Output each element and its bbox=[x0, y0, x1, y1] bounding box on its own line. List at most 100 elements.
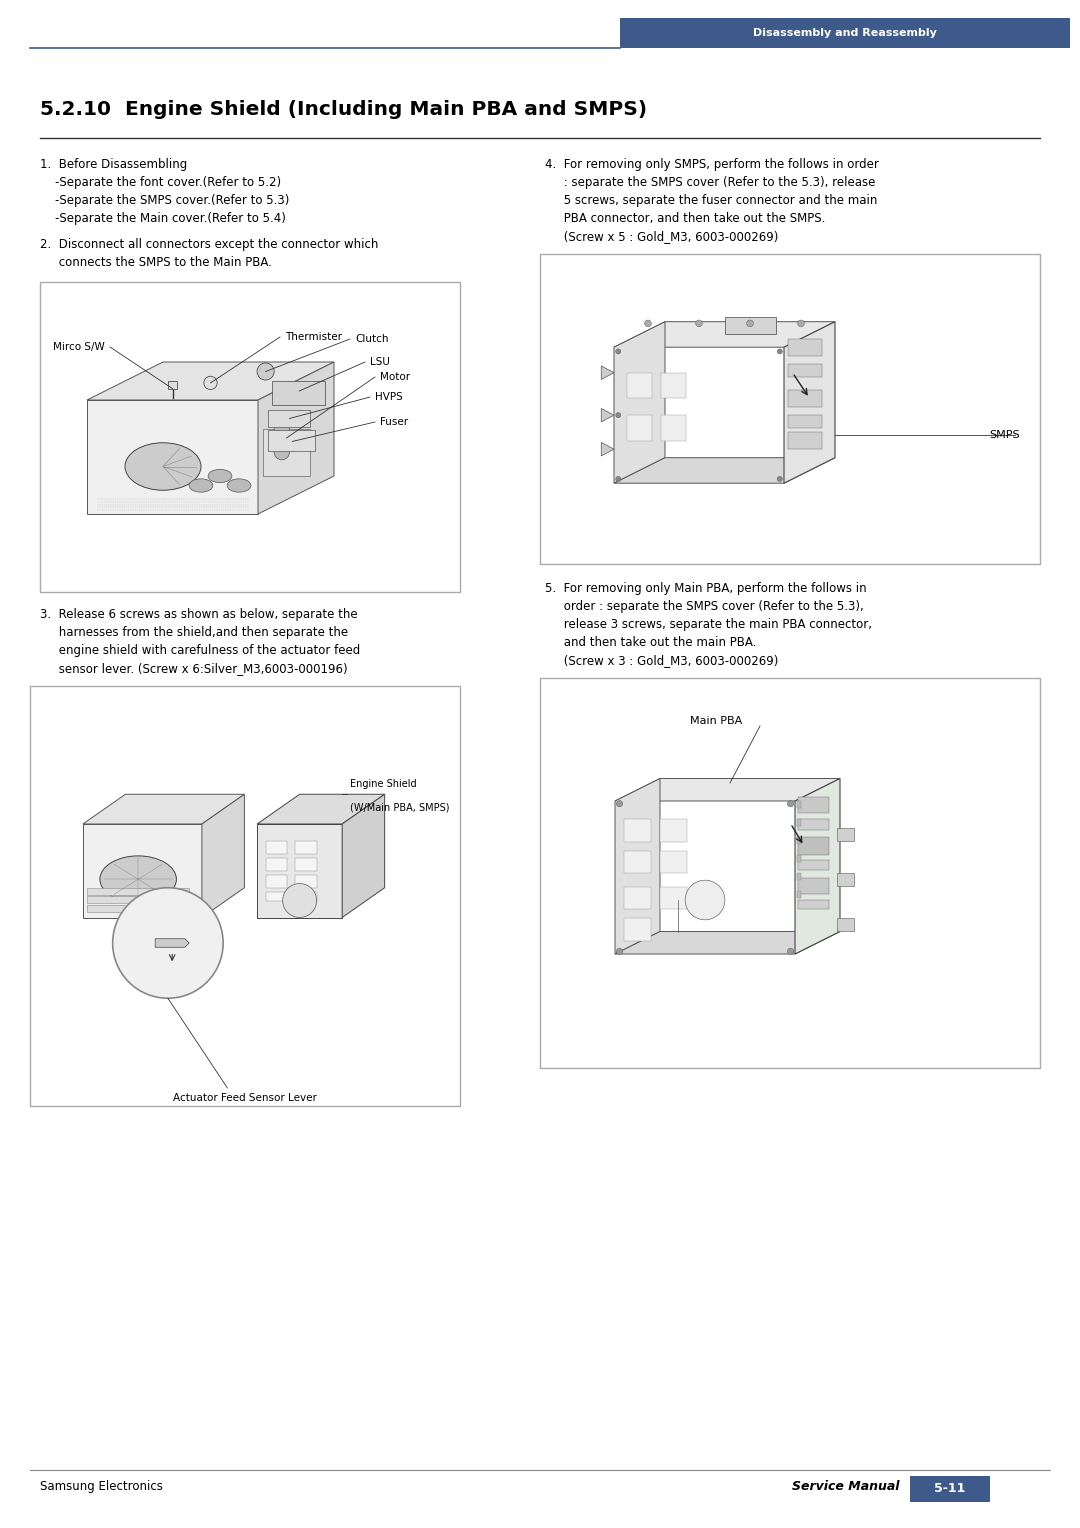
Text: 3.  Release 6 screws as shown as below, separate the: 3. Release 6 screws as shown as below, s… bbox=[40, 608, 357, 620]
Bar bbox=[296, 859, 316, 871]
Text: Disassembly and Reassembly: Disassembly and Reassembly bbox=[753, 28, 937, 38]
Bar bbox=[30, 686, 460, 1106]
Bar bbox=[624, 918, 651, 941]
Bar bbox=[797, 819, 801, 827]
Bar bbox=[798, 877, 829, 894]
Bar bbox=[268, 410, 310, 426]
Text: Motor: Motor bbox=[380, 371, 410, 382]
Bar bbox=[797, 891, 801, 898]
Text: : separate the SMPS cover (Refer to the 5.3), release: : separate the SMPS cover (Refer to the … bbox=[545, 176, 876, 189]
Circle shape bbox=[204, 376, 217, 390]
Text: Mirco S/W: Mirco S/W bbox=[53, 342, 105, 351]
Bar bbox=[540, 678, 1040, 1068]
Bar bbox=[788, 390, 822, 406]
Circle shape bbox=[798, 319, 805, 327]
Bar bbox=[788, 339, 822, 356]
Polygon shape bbox=[602, 408, 615, 422]
Polygon shape bbox=[342, 795, 384, 917]
Bar bbox=[266, 892, 316, 900]
Bar bbox=[624, 819, 651, 842]
Text: -Separate the Main cover.(Refer to 5.4): -Separate the Main cover.(Refer to 5.4) bbox=[40, 212, 286, 225]
Text: harnesses from the shield,and then separate the: harnesses from the shield,and then separ… bbox=[40, 626, 348, 639]
Bar bbox=[798, 900, 829, 909]
Text: PBA connector, and then take out the SMPS.: PBA connector, and then take out the SMP… bbox=[545, 212, 825, 225]
Bar bbox=[660, 819, 687, 842]
Polygon shape bbox=[615, 932, 840, 953]
Bar bbox=[624, 886, 651, 909]
Bar bbox=[167, 380, 177, 388]
Text: Fuser: Fuser bbox=[380, 417, 408, 426]
Bar bbox=[660, 851, 687, 872]
Circle shape bbox=[778, 348, 782, 354]
Bar bbox=[262, 428, 310, 477]
Text: 1.  Before Disassembling: 1. Before Disassembling bbox=[40, 157, 187, 171]
Text: Samsung Electronics: Samsung Electronics bbox=[40, 1481, 163, 1493]
Bar bbox=[661, 373, 686, 399]
Bar bbox=[798, 859, 829, 871]
Ellipse shape bbox=[227, 478, 251, 492]
Bar bbox=[725, 318, 775, 335]
Polygon shape bbox=[615, 778, 660, 953]
Ellipse shape bbox=[189, 478, 213, 492]
Text: order : separate the SMPS cover (Refer to the 5.3),: order : separate the SMPS cover (Refer t… bbox=[545, 601, 864, 613]
Bar bbox=[296, 840, 316, 854]
Bar bbox=[296, 876, 316, 888]
Bar bbox=[798, 819, 829, 830]
Circle shape bbox=[283, 883, 316, 917]
Bar bbox=[798, 796, 829, 813]
Bar bbox=[87, 897, 189, 903]
Circle shape bbox=[787, 949, 794, 955]
Bar bbox=[87, 905, 189, 912]
Polygon shape bbox=[87, 362, 334, 400]
Bar bbox=[798, 837, 829, 856]
Bar bbox=[266, 859, 287, 871]
Ellipse shape bbox=[99, 856, 176, 903]
Polygon shape bbox=[784, 322, 835, 483]
Text: Clutch: Clutch bbox=[355, 335, 389, 344]
Text: and then take out the main PBA.: and then take out the main PBA. bbox=[545, 636, 756, 649]
Text: LSU: LSU bbox=[370, 358, 390, 367]
Bar bbox=[837, 872, 853, 886]
Bar bbox=[268, 431, 315, 451]
Ellipse shape bbox=[208, 469, 232, 483]
Circle shape bbox=[778, 477, 782, 481]
Circle shape bbox=[274, 445, 289, 460]
Text: 5-11: 5-11 bbox=[934, 1482, 966, 1496]
Polygon shape bbox=[615, 778, 840, 801]
Circle shape bbox=[288, 435, 303, 451]
Text: Service Manual: Service Manual bbox=[793, 1481, 900, 1493]
Bar bbox=[626, 416, 652, 440]
Text: Actuator Feed Sensor Lever: Actuator Feed Sensor Lever bbox=[173, 1093, 316, 1103]
Circle shape bbox=[616, 348, 621, 354]
Circle shape bbox=[257, 364, 274, 380]
Polygon shape bbox=[257, 824, 342, 917]
Text: -Separate the SMPS cover.(Refer to 5.3): -Separate the SMPS cover.(Refer to 5.3) bbox=[40, 194, 289, 206]
Text: (Screw x 5 : Gold_M3, 6003-000269): (Screw x 5 : Gold_M3, 6003-000269) bbox=[545, 231, 779, 243]
Bar bbox=[788, 416, 822, 428]
Polygon shape bbox=[156, 938, 189, 947]
Bar bbox=[788, 364, 822, 377]
Bar bbox=[910, 1476, 990, 1502]
Polygon shape bbox=[257, 795, 384, 824]
Bar bbox=[797, 801, 801, 808]
Text: engine shield with carefulness of the actuator feed: engine shield with carefulness of the ac… bbox=[40, 643, 361, 657]
Bar bbox=[797, 872, 801, 880]
Text: release 3 screws, separate the main PBA connector,: release 3 screws, separate the main PBA … bbox=[545, 617, 872, 631]
Text: 5.  For removing only Main PBA, perform the follows in: 5. For removing only Main PBA, perform t… bbox=[545, 582, 866, 594]
Bar bbox=[661, 416, 686, 440]
Polygon shape bbox=[602, 365, 615, 379]
Bar bbox=[788, 432, 822, 449]
Text: Main PBA: Main PBA bbox=[690, 717, 742, 726]
Polygon shape bbox=[83, 824, 202, 917]
Circle shape bbox=[787, 801, 794, 807]
Text: sensor lever. (Screw x 6:Silver_M3,6003-000196): sensor lever. (Screw x 6:Silver_M3,6003-… bbox=[40, 662, 348, 675]
Bar bbox=[660, 886, 687, 909]
Text: -Separate the font cover.(Refer to 5.2): -Separate the font cover.(Refer to 5.2) bbox=[40, 176, 281, 189]
Circle shape bbox=[616, 477, 621, 481]
Text: Engine Shield: Engine Shield bbox=[350, 779, 417, 790]
Polygon shape bbox=[615, 322, 835, 347]
Text: 4.  For removing only SMPS, perform the follows in order: 4. For removing only SMPS, perform the f… bbox=[545, 157, 879, 171]
Circle shape bbox=[685, 880, 725, 920]
Bar bbox=[266, 840, 287, 854]
Bar bbox=[837, 828, 853, 840]
